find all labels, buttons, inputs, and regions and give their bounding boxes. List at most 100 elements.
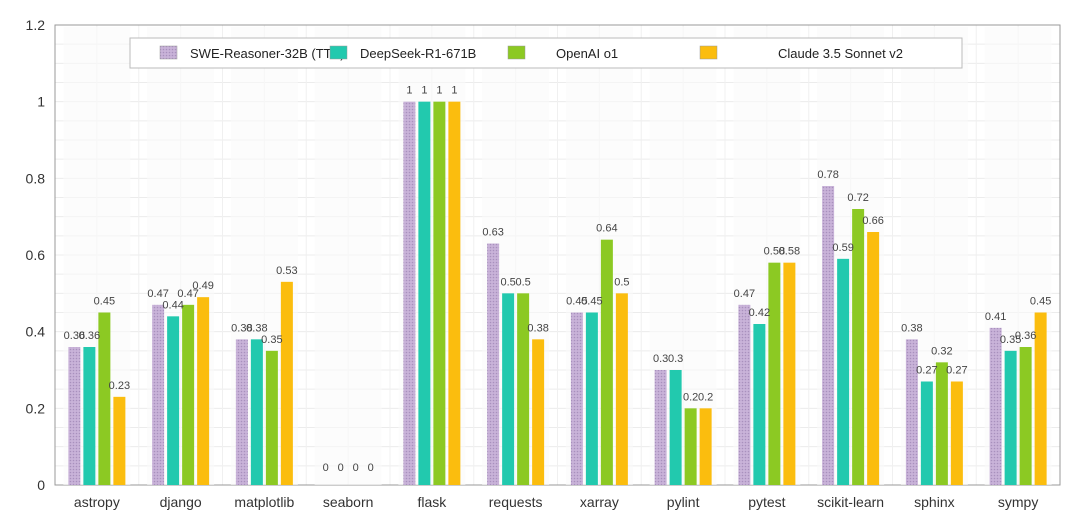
legend-label: SWE-Reasoner-32B (TTS)	[190, 46, 345, 61]
data-label: 0.38	[901, 322, 922, 334]
bars	[63, 27, 1052, 486]
x-tick-label: pytest	[748, 494, 785, 510]
data-label: 0.64	[596, 223, 617, 235]
y-tick-label: 0.4	[26, 324, 46, 340]
bar-requests-2	[517, 293, 530, 485]
data-label: 1	[406, 85, 412, 97]
data-labels: 0.360.360.450.230.470.440.470.490.380.38…	[64, 85, 1052, 474]
bar-astropy-3	[113, 396, 126, 485]
x-tick-label: matplotlib	[234, 494, 294, 510]
bar-pylint-2	[684, 408, 697, 485]
data-label: 0.45	[1030, 296, 1051, 308]
bar-django-3	[197, 297, 210, 485]
bar-xarray-0	[570, 312, 583, 485]
data-label: 1	[436, 85, 442, 97]
bar-pylint-1	[669, 370, 682, 485]
bar-requests-3	[532, 339, 545, 485]
group-background	[314, 27, 382, 485]
data-label: 0.47	[177, 288, 198, 300]
data-label: 1	[421, 85, 427, 97]
legend-swatch	[699, 45, 718, 60]
bar-django-0	[152, 304, 165, 485]
data-label: 0.5	[515, 276, 530, 288]
data-label: 0.45	[94, 296, 115, 308]
bar-requests-1	[502, 293, 515, 485]
data-label: 0.36	[1015, 330, 1036, 342]
data-label: 0.47	[147, 288, 168, 300]
data-label: 0.35	[261, 334, 282, 346]
data-label: 0.58	[764, 246, 785, 258]
data-label: 0	[323, 462, 329, 474]
y-tick-label: 1.2	[26, 17, 46, 33]
bar-requests-0	[487, 243, 500, 485]
bar-sphinx-3	[950, 381, 963, 485]
data-label: 0.27	[946, 365, 967, 377]
bar-xarray-1	[585, 312, 598, 485]
y-tick-label: 0.6	[26, 247, 46, 263]
legend-label: Claude 3.5 Sonnet v2	[778, 46, 903, 61]
data-label: 0.23	[109, 380, 130, 392]
legend: SWE-Reasoner-32B (TTS) DeepSeek-R1-671B Op…	[129, 37, 963, 69]
data-label: 0.2	[683, 391, 698, 403]
data-label: 0.3	[653, 353, 668, 365]
data-label: 0.59	[832, 242, 853, 254]
legend-label: OpenAI o1	[556, 46, 618, 61]
bar-flask-0	[403, 101, 416, 486]
bar-django-2	[182, 304, 195, 485]
bar-matplotlib-2	[265, 350, 278, 485]
bar-flask-2	[433, 101, 446, 486]
y-tick-label: 1	[37, 94, 45, 110]
bar-flask-1	[418, 101, 431, 486]
x-tick-label: astropy	[74, 494, 120, 510]
x-tick-label: scikit-learn	[817, 494, 884, 510]
data-label: 0.36	[64, 330, 85, 342]
y-tick-label: 0.2	[26, 400, 46, 416]
data-label: 0.5	[614, 276, 629, 288]
bar-matplotlib-0	[235, 339, 248, 485]
data-label: 0.32	[931, 345, 952, 357]
bar-sphinx-0	[905, 339, 918, 485]
data-label: 0.66	[862, 215, 883, 227]
bar-pytest-2	[768, 262, 781, 485]
data-label: 0	[338, 462, 344, 474]
data-label: 0.5	[500, 276, 515, 288]
data-label: 0.35	[1000, 334, 1021, 346]
y-tick-label: 0.8	[26, 170, 46, 186]
data-label: 0.49	[192, 280, 213, 292]
legend-box	[129, 37, 963, 69]
x-tick-label: xarray	[580, 494, 619, 510]
data-label: 0.58	[779, 246, 800, 258]
bar-xarray-2	[600, 239, 613, 485]
data-label: 0.63	[482, 227, 503, 239]
bar-pytest-3	[783, 262, 796, 485]
bar-pylint-0	[654, 370, 667, 485]
legend-swatch	[159, 45, 178, 60]
data-label: 0.3	[668, 353, 683, 365]
data-label: 0.36	[79, 330, 100, 342]
bar-sphinx-2	[935, 362, 948, 485]
bar-sympy-3	[1034, 312, 1047, 485]
data-label: 0.38	[246, 322, 267, 334]
bar-scikit-learn-3	[867, 232, 880, 485]
bar-sympy-0	[989, 327, 1002, 485]
bar-astropy-2	[98, 312, 111, 485]
bar-astropy-0	[68, 347, 81, 485]
x-tick-label: pylint	[667, 494, 700, 510]
bar-sympy-1	[1004, 350, 1017, 485]
bar-scikit-learn-1	[837, 258, 850, 485]
bar-sphinx-1	[920, 381, 933, 485]
data-label: 0.53	[276, 265, 297, 277]
data-label: 0.38	[527, 322, 548, 334]
data-label: 0.38	[231, 322, 252, 334]
legend-swatch	[329, 45, 348, 60]
bar-pylint-3	[699, 408, 712, 485]
x-tick-label: django	[160, 494, 202, 510]
data-label: 0.2	[698, 391, 713, 403]
data-label: 0	[368, 462, 374, 474]
bar-django-1	[167, 316, 180, 485]
bar-scikit-learn-0	[822, 186, 835, 485]
data-label: 0.44	[162, 299, 183, 311]
x-axis: astropy django matplotlib seaborn flask reque…	[74, 494, 1038, 510]
data-label: 0.45	[581, 296, 602, 308]
